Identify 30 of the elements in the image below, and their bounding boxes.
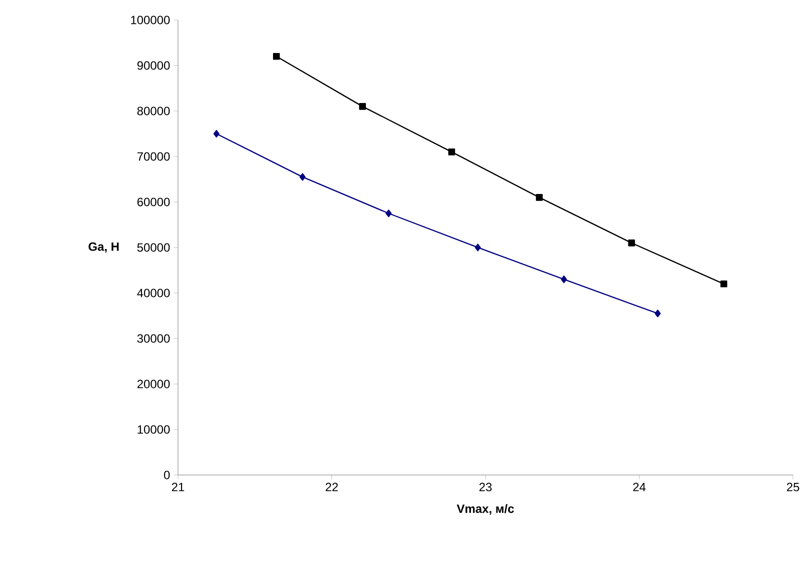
point [213,130,220,138]
y-tick-label: 20000 [137,380,170,388]
y-tick-label: 10000 [138,425,170,434]
y-tick-label: 80000 [137,106,170,116]
y-axis-title: Ga, Н [88,242,119,253]
point [654,310,661,318]
y-tick-label: 50000 [137,243,170,252]
y-tick-label: 90000 [137,61,170,70]
x-tick-label: 23 [479,482,492,492]
x-axis-title: Vmax, м/с [456,504,514,515]
y-tick-label: 0 [164,470,170,480]
point [448,148,456,156]
point [474,244,481,252]
y-tick-label: 40000 [137,288,170,298]
point [300,173,306,181]
y-tick-label: 100000 [131,16,170,24]
point [386,210,392,218]
y-tick-label: 70000 [137,152,170,161]
point [536,194,543,201]
point [628,240,635,246]
x-tick-label: 25 [786,482,800,492]
point [560,276,567,284]
y-tick-label: 30000 [137,334,170,343]
x-tick-label: 22 [326,482,338,492]
x-tick-label: 21 [172,482,184,492]
point [359,103,366,110]
y-tick-label: 60000 [137,198,170,206]
point [273,53,280,60]
x-tick-label: 24 [633,482,646,492]
point [720,280,728,288]
